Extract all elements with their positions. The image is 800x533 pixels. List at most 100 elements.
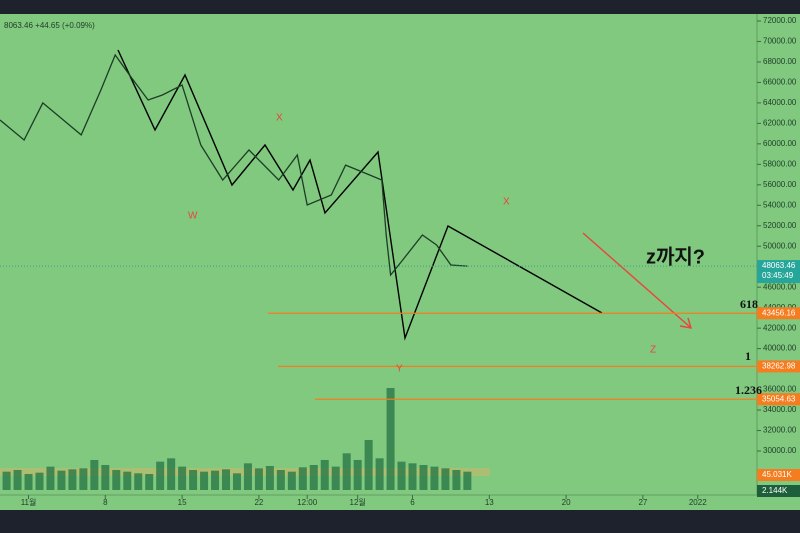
volume-bar: [397, 461, 406, 490]
volume-bar: [178, 466, 187, 490]
arrow-head: [679, 317, 692, 329]
annotation: Y: [396, 364, 403, 375]
volume-bar: [90, 459, 99, 490]
y-tick-label: 50000.00: [763, 241, 797, 250]
volume-bar: [265, 465, 274, 490]
y-tick-label: 70000.00: [763, 37, 797, 46]
volume-bar: [287, 471, 296, 490]
chart-background: [0, 14, 800, 510]
fib-price-box: [757, 360, 800, 373]
volume-bar: [167, 458, 176, 490]
volume-bar: [2, 471, 11, 490]
volume-bar: [342, 453, 351, 490]
volume-bar: [331, 466, 340, 490]
x-tick-label: 6: [410, 498, 415, 507]
volume-bar: [232, 473, 241, 490]
volume-bar: [156, 461, 165, 490]
y-tick-label: 66000.00: [763, 78, 797, 87]
volume-label-box: [757, 485, 800, 497]
volume-bar: [123, 471, 132, 490]
volume-bar: [254, 468, 263, 490]
volume-bar: [463, 471, 472, 490]
y-tick-label: 72000.00: [763, 16, 797, 25]
x-tick-label: 2022: [689, 498, 707, 507]
volume-label-box: [757, 468, 800, 481]
annotation: z까지?: [646, 245, 705, 268]
volume-bar: [101, 464, 110, 490]
volume-bar: [419, 464, 428, 490]
y-tick-label: 30000.00: [763, 446, 797, 455]
x-tick-label: 13: [485, 498, 494, 507]
fib-price-label: 43456.16: [762, 308, 796, 317]
volume-bar: [134, 473, 143, 490]
fib-ratio: 618: [740, 297, 758, 311]
x-tick-label: 22: [254, 498, 263, 507]
y-tick-label: 62000.00: [763, 118, 797, 127]
volume-bar: [276, 469, 285, 490]
fib-ratio: 1.236: [735, 383, 762, 397]
volume-bar: [364, 439, 373, 490]
volume-bar: [211, 470, 220, 490]
last-price-label: 48063.46: [762, 261, 796, 270]
annotation: X: [276, 113, 283, 124]
volume-bar: [309, 464, 318, 490]
volume-bar: [68, 469, 77, 490]
volume-bar: [200, 471, 209, 490]
y-tick-label: 36000.00: [763, 385, 797, 394]
volume-label: 45.031K: [762, 470, 792, 479]
volume-bar: [24, 473, 33, 490]
volume-bar: [375, 458, 384, 490]
y-tick-label: 56000.00: [763, 180, 797, 189]
x-tick-label: 27: [638, 498, 647, 507]
y-tick-label: 68000.00: [763, 57, 797, 66]
y-tick-label: 40000.00: [763, 344, 797, 353]
volume-bar: [430, 466, 439, 490]
volume-bar: [57, 470, 66, 490]
y-tick-label: 32000.00: [763, 426, 797, 435]
y-tick-label: 34000.00: [763, 405, 797, 414]
x-tick-label: 12월: [350, 497, 366, 507]
y-tick-label: 52000.00: [763, 221, 797, 230]
volume-bar: [452, 469, 461, 490]
header: 8063.46 +44.65 (+0.09%): [4, 21, 95, 30]
x-tick-label: 11월: [21, 497, 37, 507]
volume-bar: [320, 459, 329, 490]
y-tick-label: 46000.00: [763, 282, 797, 291]
volume-bar: [441, 468, 450, 490]
fib-price-label: 38262.98: [762, 362, 796, 371]
volume-bar: [353, 459, 362, 490]
volume-bar: [79, 468, 88, 490]
arrow: [582, 232, 691, 328]
y-tick-label: 64000.00: [763, 98, 797, 107]
x-tick-label: 12:00: [297, 498, 318, 507]
annotation: X: [503, 197, 510, 208]
fib-price-label: 35054.63: [762, 394, 796, 403]
volume-bar: [112, 469, 121, 490]
volume-bar: [145, 473, 154, 490]
y-tick-label: 42000.00: [763, 323, 797, 332]
x-tick-label: 15: [178, 498, 187, 507]
volume-bar: [35, 472, 44, 490]
volume-bar: [13, 469, 22, 490]
countdown-label: 03:45:49: [762, 271, 794, 280]
x-tick-label: 8: [103, 498, 108, 507]
volume-label: 2.144K: [762, 486, 788, 495]
annotation: W: [188, 211, 198, 222]
y-tick-label: 60000.00: [763, 139, 797, 148]
last-price-box: [757, 260, 800, 284]
annotation: Z: [650, 345, 656, 356]
volume-bar: [189, 469, 198, 490]
volume-group: [2, 387, 472, 490]
fib-price-box: [757, 393, 800, 406]
price-line: [0, 53, 468, 277]
y-tick-label: 58000.00: [763, 159, 797, 168]
volume-bar: [46, 466, 55, 490]
fib-price-box: [757, 307, 800, 320]
x-tick-label: 20: [562, 498, 571, 507]
volume-bar: [386, 387, 395, 490]
volume-bar: [243, 463, 252, 490]
volume-bar: [408, 463, 417, 490]
volume-bar: [298, 467, 307, 490]
